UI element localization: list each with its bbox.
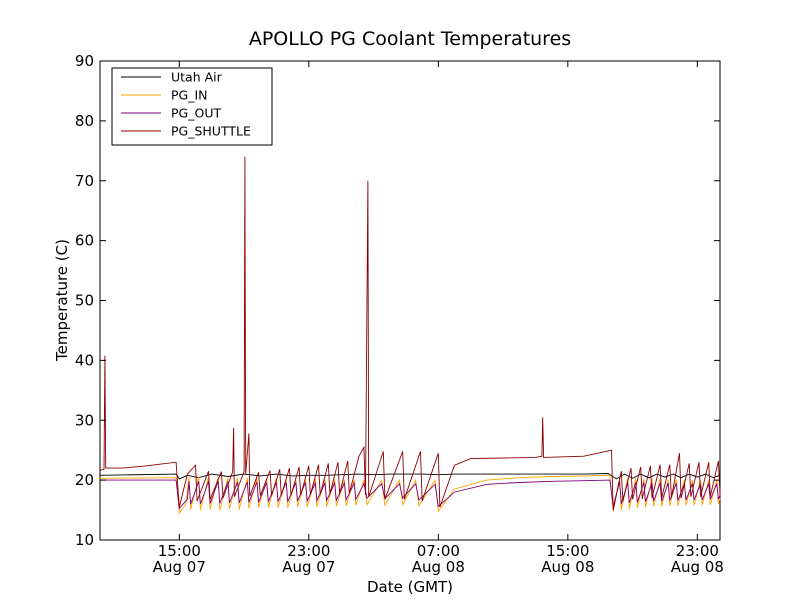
y-tick-label: 80 <box>75 112 94 130</box>
x-axis-label: Date (GMT) <box>367 578 453 596</box>
x-tick-label-date: Aug 08 <box>541 558 594 576</box>
y-tick-label: 90 <box>75 52 94 70</box>
x-tick-label-time: 23:00 <box>676 542 719 560</box>
y-tick-label: 70 <box>75 172 94 190</box>
chart-title: APOLLO PG Coolant Temperatures <box>249 28 571 50</box>
legend: Utah Air PG_IN PG_OUT PG_SHUTTLE <box>111 67 273 146</box>
y-tick-label: 20 <box>75 471 94 489</box>
x-tick-label-date: Aug 08 <box>412 558 465 576</box>
x-tick-label-time: 07:00 <box>417 542 460 560</box>
series-line-utah-air <box>99 473 721 480</box>
series-line-pg-shuttle <box>99 156 721 511</box>
legend-box <box>111 67 273 146</box>
x-tick-label-time: 23:00 <box>287 542 330 560</box>
x-tick-label-date: Aug 07 <box>153 558 206 576</box>
y-tick-label: 50 <box>75 292 94 310</box>
series-layer <box>99 156 721 515</box>
y-tick-label: 40 <box>75 351 94 369</box>
x-tick-label-date: Aug 07 <box>282 558 335 576</box>
x-tick-label-time: 15:00 <box>158 542 201 560</box>
legend-label: Utah Air <box>171 70 223 85</box>
legend-label: PG_IN <box>171 88 208 103</box>
y-tick-label: 10 <box>75 531 94 549</box>
y-axis-label: Temperature (C) <box>53 239 71 362</box>
x-tick-label-time: 15:00 <box>546 542 589 560</box>
y-tick-label: 30 <box>75 411 94 429</box>
y-tick-label: 60 <box>75 232 94 250</box>
series-line-pg-out <box>100 479 721 510</box>
legend-items: Utah Air PG_IN PG_OUT PG_SHUTTLE <box>121 70 251 139</box>
legend-label: PG_SHUTTLE <box>171 124 251 139</box>
legend-label: PG_OUT <box>171 106 221 121</box>
x-tick-label-date: Aug 08 <box>671 558 724 576</box>
